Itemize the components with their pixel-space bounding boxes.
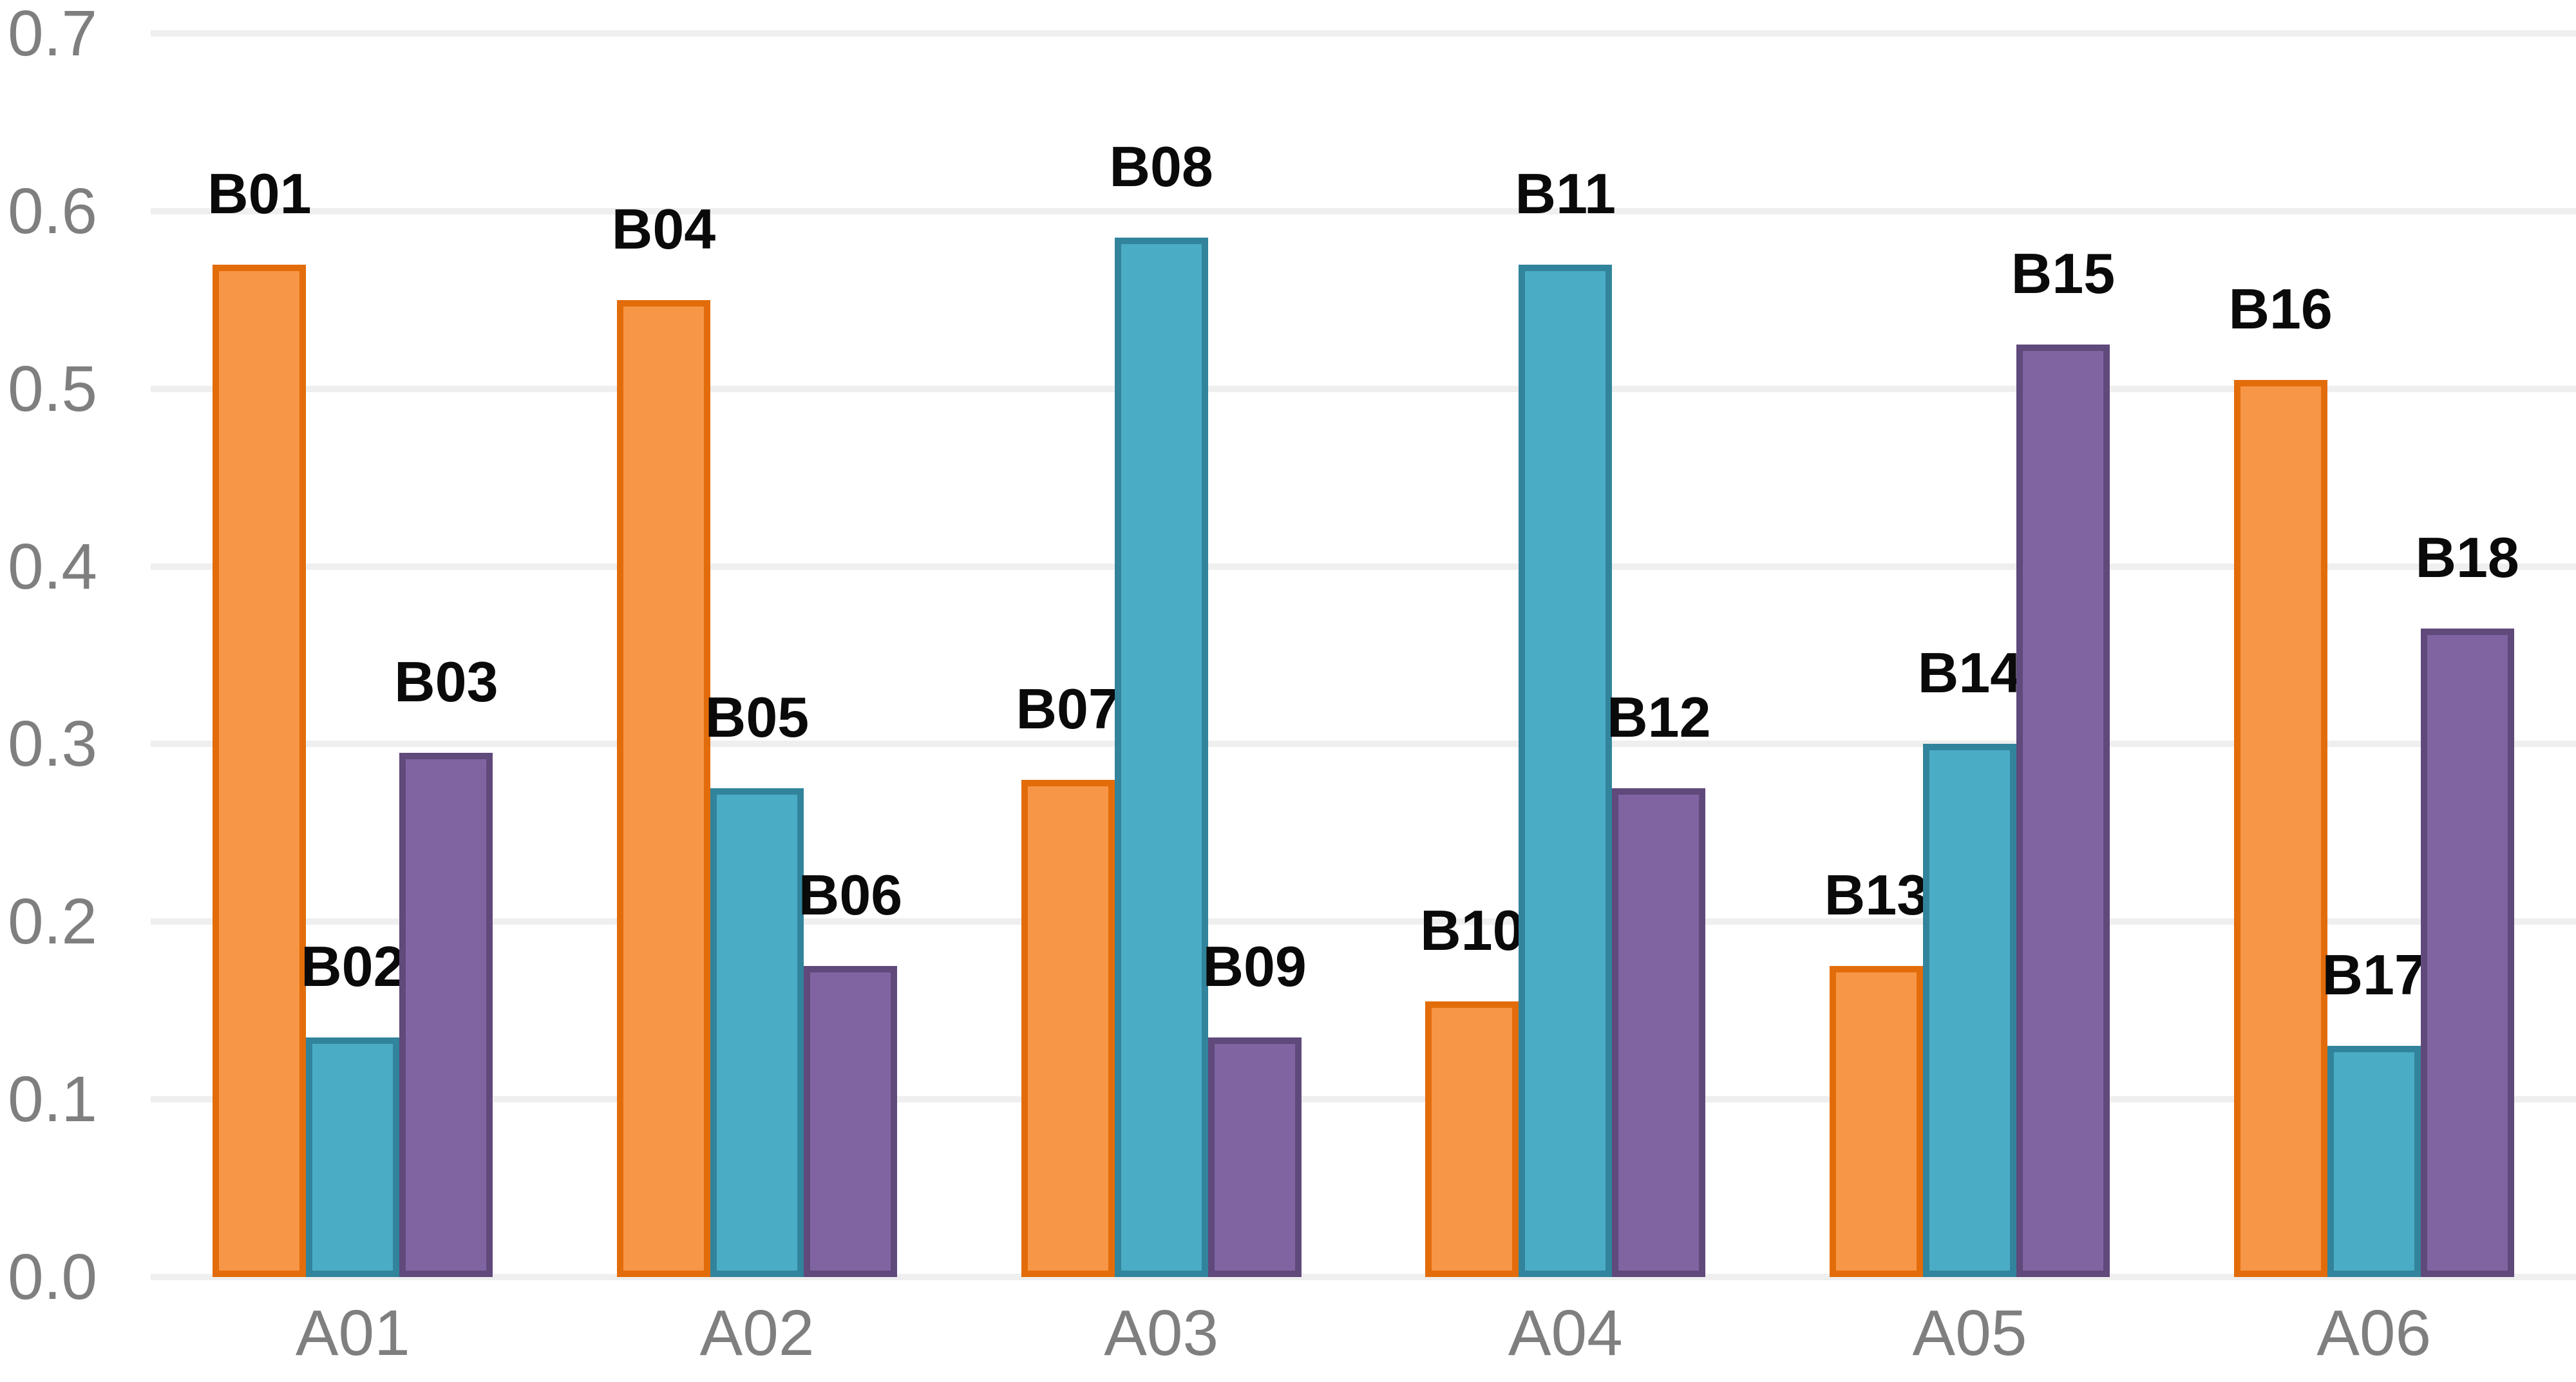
bar-B09 bbox=[1208, 1037, 1302, 1277]
gridline-0.0 bbox=[151, 1274, 2576, 1280]
bar-label-B10: B10 bbox=[1420, 898, 1524, 963]
x-axis-label-A01: A01 bbox=[295, 1297, 410, 1369]
x-axis-label-A04: A04 bbox=[1508, 1297, 1623, 1369]
bar-B03 bbox=[399, 753, 493, 1277]
gridline-0.7 bbox=[151, 30, 2576, 37]
bar-label-B18: B18 bbox=[2415, 525, 2519, 590]
y-axis-tick-label: 0.7 bbox=[8, 0, 98, 70]
gridline-0.3 bbox=[151, 741, 2576, 748]
bar-label-B15: B15 bbox=[2011, 241, 2116, 305]
gridline-0.4 bbox=[151, 563, 2576, 570]
gridline-0.2 bbox=[151, 918, 2576, 925]
bar-B14 bbox=[1923, 744, 2016, 1277]
bar-label-B05: B05 bbox=[705, 685, 810, 750]
y-axis-tick-label: 0.4 bbox=[8, 530, 98, 603]
plot-area: B01 B02 B03 B04 B05 B06 B07 B08 B09 B10 B11 B12 B13 B… bbox=[151, 30, 2576, 1280]
bar-B12 bbox=[1612, 788, 1706, 1277]
x-axis-label-A06: A06 bbox=[2316, 1297, 2432, 1369]
y-axis-tick-label: 0.2 bbox=[8, 885, 98, 958]
bar-label-B12: B12 bbox=[1607, 685, 1711, 750]
bar-label-B13: B13 bbox=[1824, 863, 1929, 927]
gridline-0.5 bbox=[151, 385, 2576, 392]
bar-label-B01: B01 bbox=[207, 161, 312, 225]
bar-label-B04: B04 bbox=[611, 196, 716, 261]
bar-B04 bbox=[617, 299, 710, 1277]
y-axis-tick-label: 0.0 bbox=[8, 1241, 98, 1313]
bar-label-B09: B09 bbox=[1202, 934, 1307, 998]
gridline-0.6 bbox=[151, 207, 2576, 214]
bar-label-B08: B08 bbox=[1109, 135, 1213, 199]
bar-label-B11: B11 bbox=[1515, 161, 1616, 225]
bar-B05 bbox=[710, 788, 804, 1277]
bar-B13 bbox=[1830, 966, 1923, 1277]
gridline-0.1 bbox=[151, 1096, 2576, 1103]
bar-B10 bbox=[1425, 1001, 1519, 1277]
bar-B01 bbox=[213, 264, 307, 1277]
bar-B06 bbox=[804, 966, 897, 1277]
bar-B02 bbox=[306, 1037, 400, 1277]
bar-B07 bbox=[1021, 779, 1115, 1277]
bar-B08 bbox=[1114, 238, 1208, 1277]
bar-label-B17: B17 bbox=[2322, 943, 2426, 1007]
bar-B18 bbox=[2420, 629, 2514, 1277]
x-axis-label-A03: A03 bbox=[1104, 1297, 1219, 1369]
bar-B17 bbox=[2327, 1046, 2421, 1277]
y-axis-tick-label: 0.5 bbox=[8, 352, 98, 425]
bar-label-B14: B14 bbox=[1917, 641, 2022, 705]
bar-B15 bbox=[2016, 344, 2110, 1277]
bar-B11 bbox=[1519, 264, 1613, 1277]
bar-label-B16: B16 bbox=[2228, 276, 2333, 341]
y-axis-tick-label: 0.1 bbox=[8, 1063, 98, 1136]
bar-label-B06: B06 bbox=[798, 863, 903, 927]
x-axis-label-A02: A02 bbox=[699, 1297, 815, 1369]
bar-label-B03: B03 bbox=[394, 650, 498, 714]
bar-label-B02: B02 bbox=[301, 934, 405, 998]
bar-B16 bbox=[2233, 379, 2327, 1277]
x-axis-label-A05: A05 bbox=[1912, 1297, 2027, 1369]
y-axis-tick-label: 0.3 bbox=[8, 708, 98, 781]
bar-label-B07: B07 bbox=[1016, 676, 1120, 741]
y-axis-tick-label: 0.6 bbox=[8, 175, 98, 247]
